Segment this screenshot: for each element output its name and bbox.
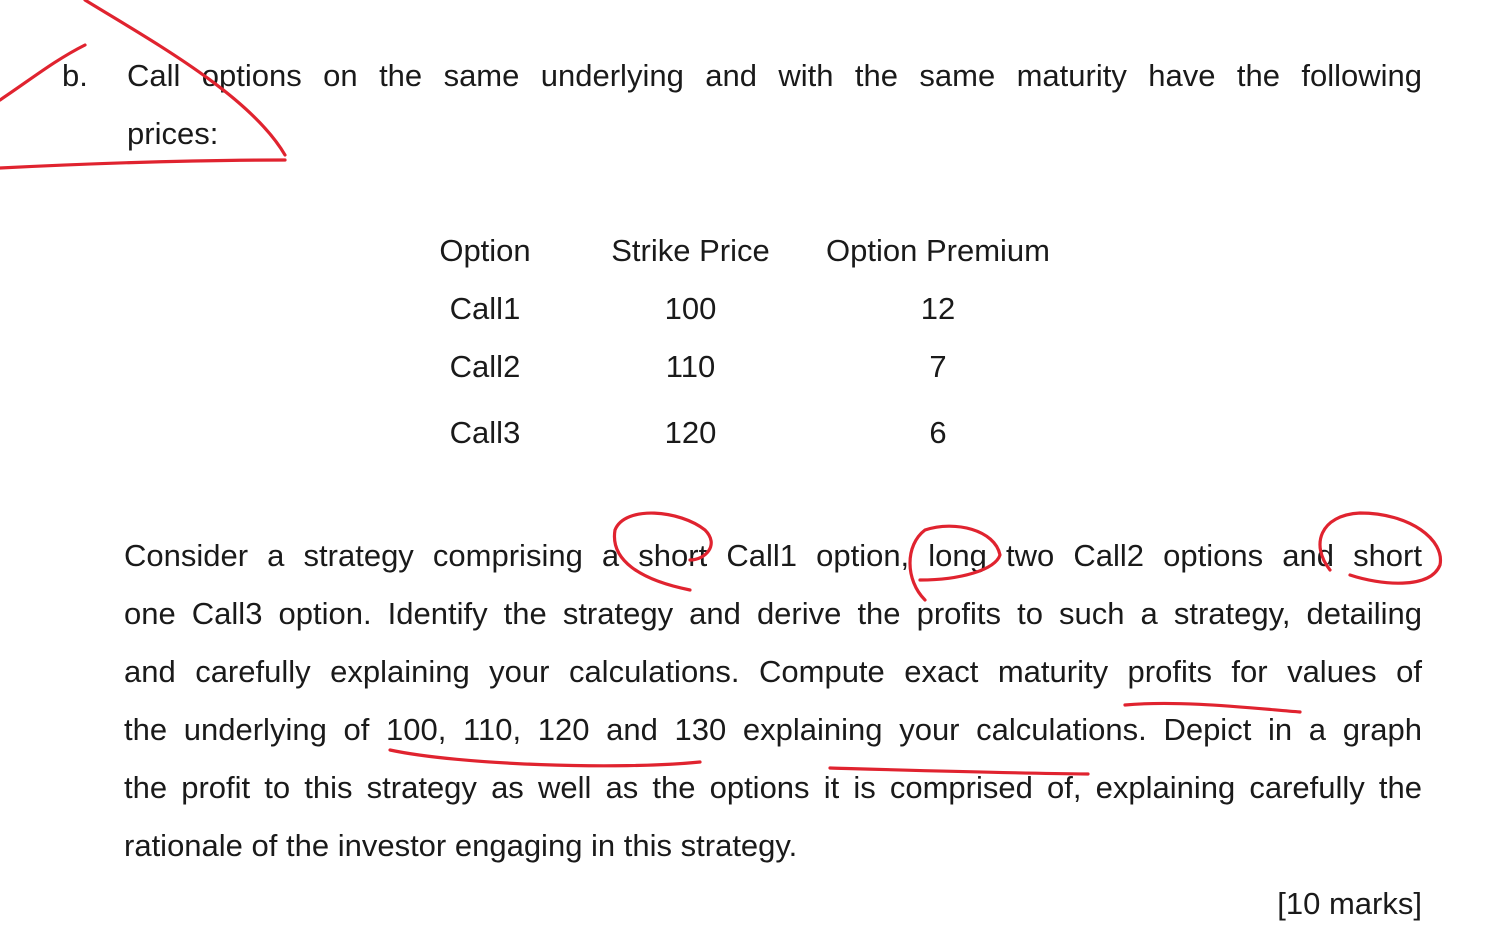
body-line-4: the underlying of 100, 110, 120 and 130 … [124,712,1422,747]
marks-label: [10 marks] [1277,886,1422,921]
table-cell-strike: 110 [665,349,716,384]
table-cell-option: Call1 [449,291,521,326]
table-cell-premium: 12 [920,291,956,326]
table-cell-option: Call3 [449,415,521,450]
table-cell-option: Call2 [449,349,521,384]
body-line-6: rationale of the investor engaging in th… [124,828,798,863]
question-intro-line-1: Call options on the same underlying and … [127,58,1422,93]
table-cell-strike: 100 [664,291,717,326]
table-cell-premium: 6 [929,415,947,450]
question-label: b. [62,58,88,93]
table-header-option: Option [439,233,531,268]
body-line-1: Consider a strategy comprising a short C… [124,538,1422,573]
annotation-underline-values [388,748,702,768]
annotation-underline-stroke [0,158,287,170]
table-header-strike-price: Strike Price [611,233,770,268]
table-cell-premium: 7 [929,349,947,384]
question-intro-line-2: prices: [127,116,219,151]
table-cell-strike: 120 [664,415,717,450]
body-line-5: the profit to this strategy as well as t… [124,770,1422,805]
annotation-underline-profits [1123,701,1302,714]
body-line-3: and carefully explaining your calculatio… [124,654,1422,689]
body-line-2: one Call3 option. Identify the strategy … [124,596,1422,631]
table-header-option-premium: Option Premium [826,233,1050,268]
